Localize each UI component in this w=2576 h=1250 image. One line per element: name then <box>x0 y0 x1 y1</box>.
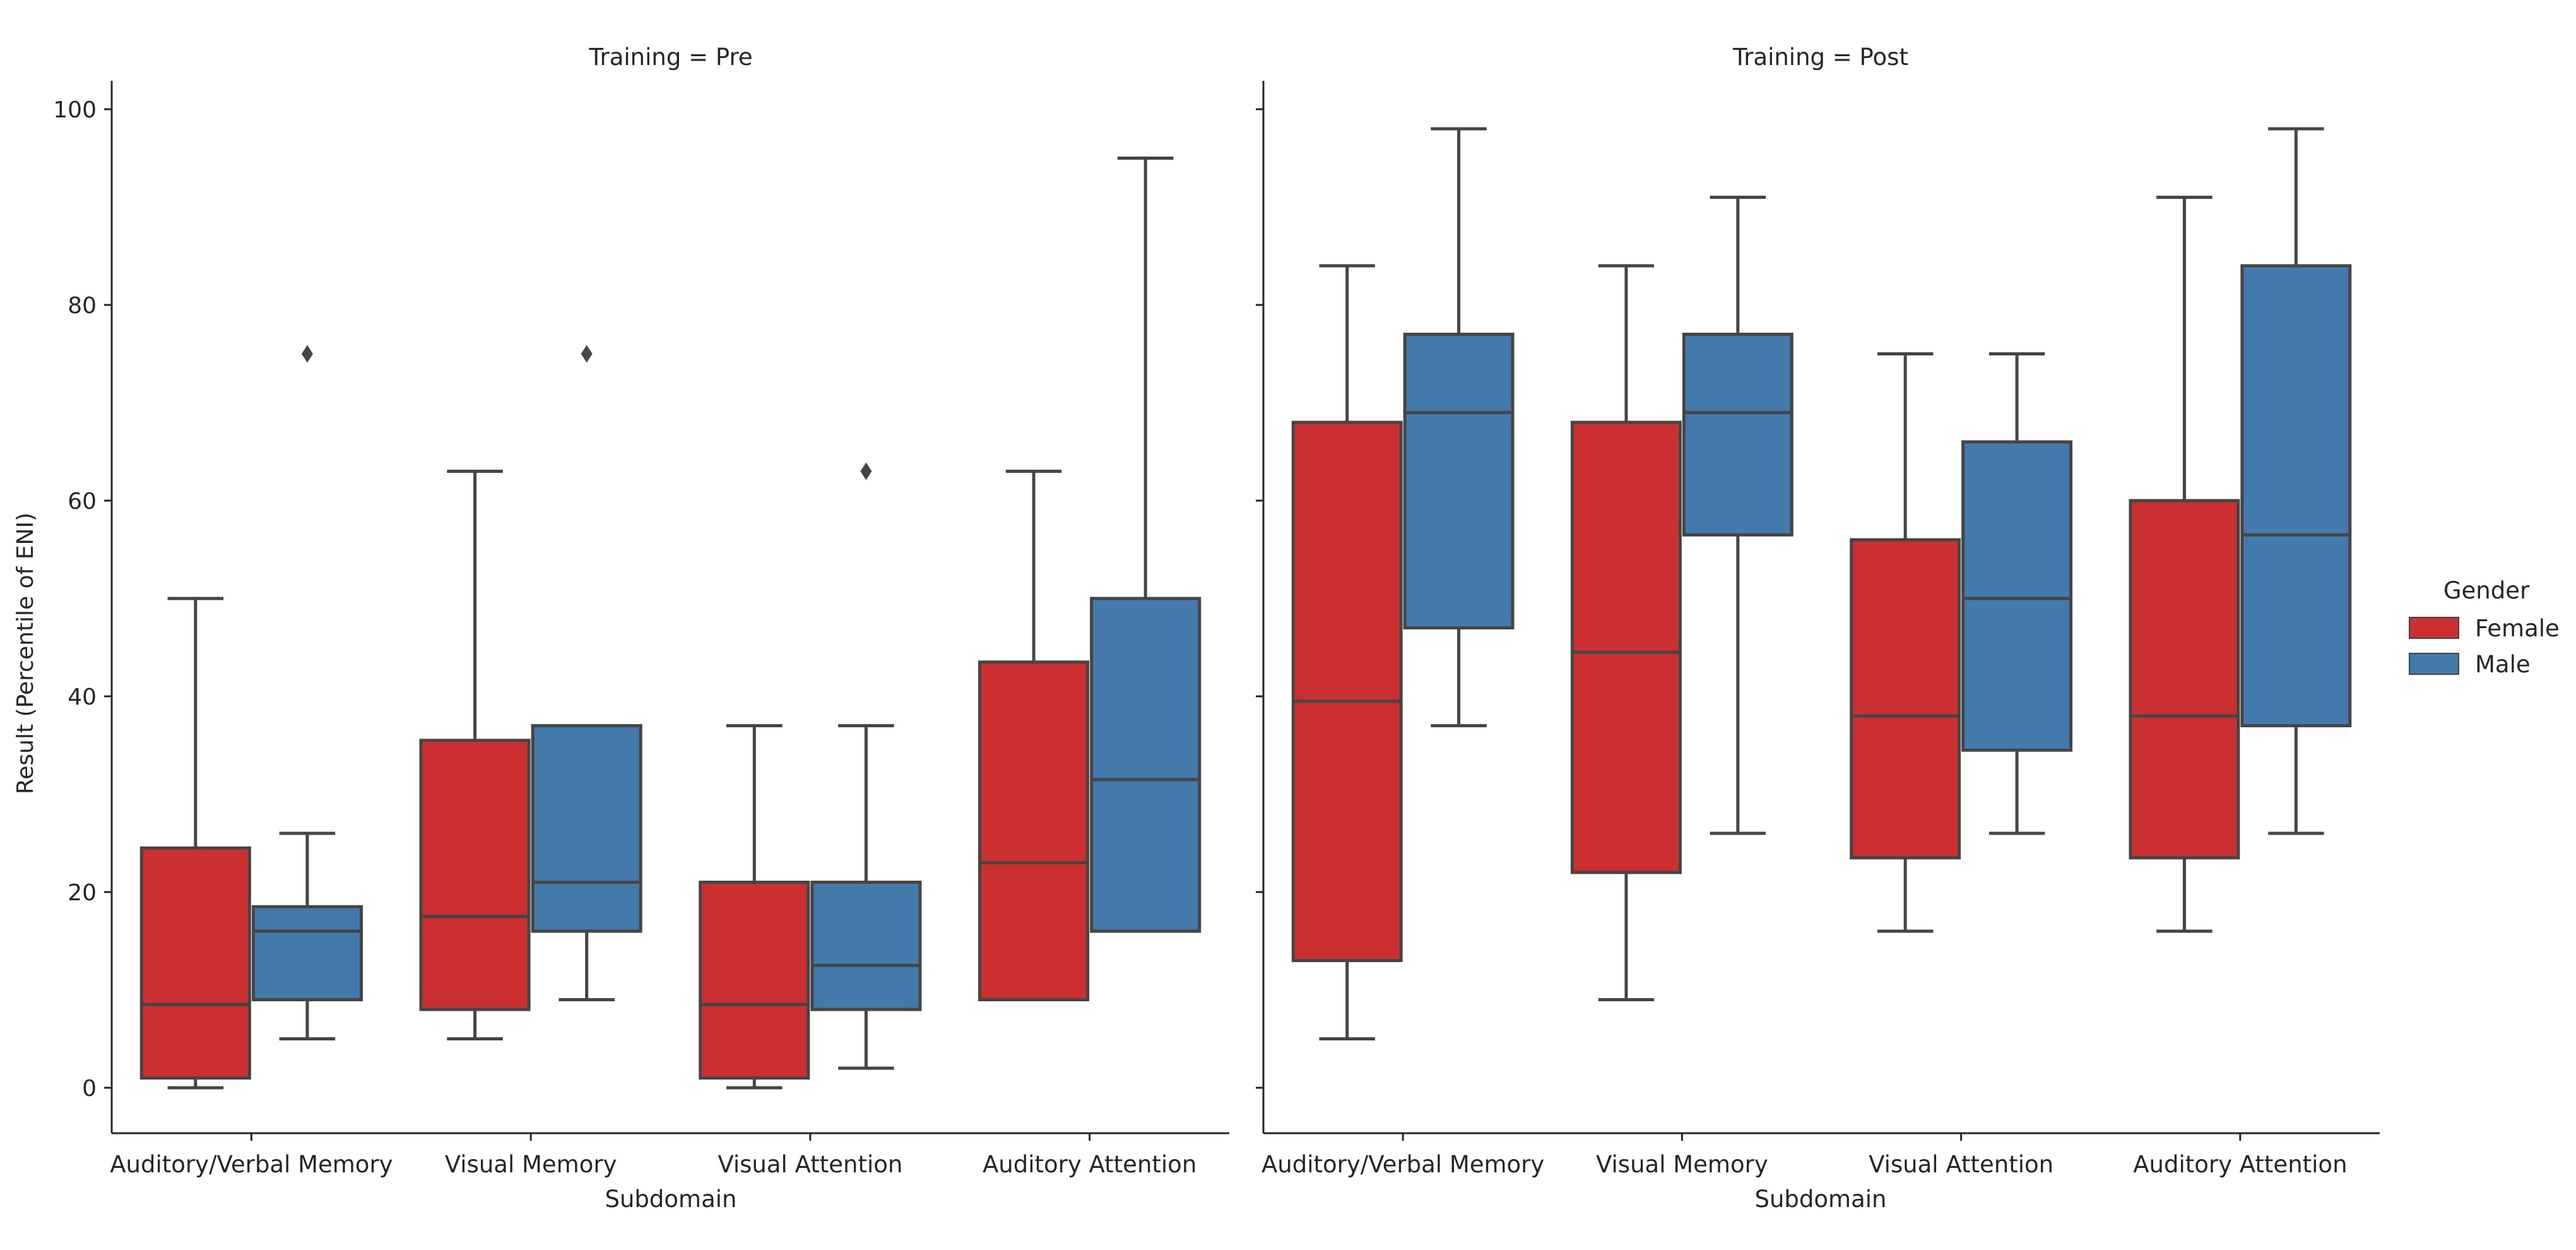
panel-pre-boxes <box>139 157 1202 1090</box>
y-axis-label: Result (Percentile of ENI) <box>13 513 38 794</box>
y-tick-label: 60 <box>68 489 97 515</box>
panel-title-post: Training = Post <box>1732 44 1908 71</box>
x-axis-label-post: Subdomain <box>1755 1186 1887 1213</box>
box-pre-visual-memory-male-iqr-box <box>531 724 642 933</box>
box-pre-visual-attention-female-iqr-box <box>699 881 810 1080</box>
box-pre-auditory-attention-female-iqr-box <box>978 660 1090 1001</box>
x-tick-label-auditory-verbal-memory: Auditory/Verbal Memory <box>110 1151 393 1178</box>
panel-post-y-ticks <box>1256 108 1263 1089</box>
box-post-visual-attention-male <box>1961 352 2073 835</box>
box-pre-auditory-verbal-memory-male-outlier <box>301 345 313 363</box>
box-pre-auditory-attention-female <box>978 470 1090 1001</box>
box-post-visual-attention-female-iqr-box <box>1850 538 1961 860</box>
x-tick-label-visual-memory: Visual Memory <box>1596 1151 1768 1178</box>
panel-pre-y-ticks: 0 20 40 60 80 100 <box>53 97 112 1102</box>
x-axis-label-pre: Subdomain <box>605 1186 737 1213</box>
panel-post-x-ticks: Auditory/Verbal Memory Visual Memory Visua… <box>1261 1133 2348 1178</box>
box-post-visual-attention-female <box>1850 352 1961 933</box>
box-post-visual-memory-male <box>1682 196 1793 835</box>
box-post-auditory-attention-female-iqr-box <box>2129 499 2240 860</box>
legend: Gender Female Male <box>2409 577 2560 678</box>
box-post-visual-memory-female <box>1570 264 1682 1001</box>
legend-title: Gender <box>2443 577 2530 604</box>
x-tick-label-auditory-verbal-memory: Auditory/Verbal Memory <box>1261 1151 1544 1178</box>
panel-post: Training = Post Auditory/Verbal Memory Vi… <box>1256 44 2380 1213</box>
legend-label-male: Male <box>2475 651 2531 678</box>
box-pre-visual-attention-male-iqr-box <box>810 881 922 1011</box>
legend-label-female: Female <box>2475 615 2560 642</box>
box-post-auditory-attention-male-iqr-box <box>2240 264 2352 727</box>
panel-pre-x-ticks: Auditory/Verbal Memory Visual Memory Visua… <box>110 1133 1196 1178</box>
box-pre-visual-memory-female-iqr-box <box>419 739 531 1011</box>
box-pre-visual-memory-male-outlier <box>581 345 593 363</box>
box-pre-visual-attention-female <box>699 724 810 1090</box>
box-pre-visual-attention-male <box>810 462 922 1070</box>
box-pre-auditory-verbal-memory-female-iqr-box <box>139 846 251 1080</box>
x-tick-label-visual-memory: Visual Memory <box>445 1151 617 1178</box>
x-tick-label-auditory-attention: Auditory Attention <box>983 1151 1196 1178</box>
y-tick-label: 80 <box>68 293 97 319</box>
box-post-auditory-verbal-memory-female-iqr-box <box>1291 420 1403 962</box>
box-pre-visual-attention-male-outlier <box>860 462 872 480</box>
legend-swatch-female <box>2409 617 2459 639</box>
y-tick-label: 20 <box>68 880 97 906</box>
box-post-auditory-attention-female <box>2129 196 2240 933</box>
legend-swatch-male <box>2409 653 2459 675</box>
box-post-auditory-verbal-memory-male <box>1403 127 1515 727</box>
box-post-auditory-verbal-memory-female <box>1291 264 1403 1040</box>
box-pre-auditory-verbal-memory-male <box>251 345 363 1040</box>
y-tick-label: 40 <box>68 684 97 710</box>
box-post-visual-attention-male-iqr-box <box>1961 440 2073 752</box>
x-tick-label-visual-attention: Visual Attention <box>718 1151 902 1178</box>
box-pre-visual-memory-male <box>531 345 642 1001</box>
y-tick-label: 100 <box>53 97 97 123</box>
box-post-visual-memory-male-iqr-box <box>1682 333 1793 537</box>
y-tick-label: 0 <box>82 1076 97 1102</box>
x-tick-label-visual-attention: Visual Attention <box>1869 1151 2053 1178</box>
panel-title-pre: Training = Pre <box>588 44 752 71</box>
panel-post-boxes <box>1291 127 2352 1040</box>
box-pre-auditory-verbal-memory-female <box>139 597 251 1090</box>
box-pre-auditory-attention-male-iqr-box <box>1090 597 1202 933</box>
box-pre-visual-memory-female <box>419 470 531 1040</box>
box-post-auditory-verbal-memory-male-iqr-box <box>1403 333 1515 629</box>
box-pre-auditory-attention-male <box>1090 157 1202 933</box>
box-post-visual-memory-female-iqr-box <box>1570 420 1682 874</box>
panel-pre: Training = Pre 0 20 40 60 80 100 Auditory/Ver… <box>53 44 1229 1213</box>
box-post-auditory-attention-male <box>2240 127 2352 835</box>
x-tick-label-auditory-attention: Auditory Attention <box>2133 1151 2347 1178</box>
box-pre-auditory-verbal-memory-male-iqr-box <box>251 905 363 1001</box>
